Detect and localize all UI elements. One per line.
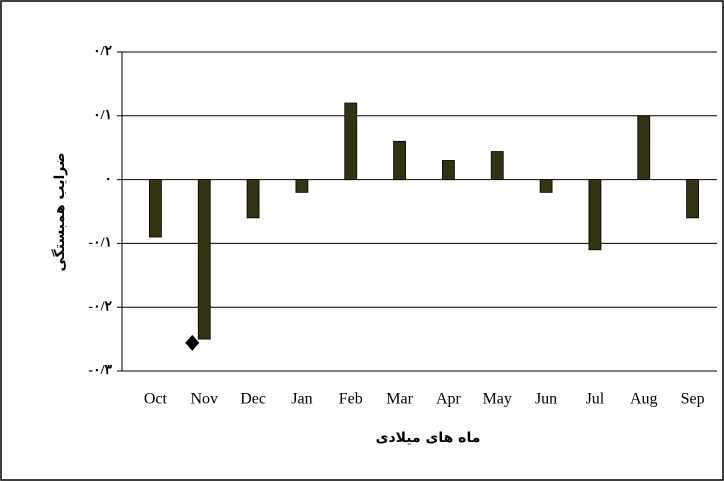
bar (588, 179, 602, 251)
x-axis-label: ماه های میلادی (376, 430, 481, 446)
y-tick-label: -۰/۱ (88, 236, 112, 251)
y-tick-label: ۰/۲ (93, 44, 112, 59)
y-tick-label: -۰/۲ (88, 299, 112, 314)
bar (393, 140, 406, 181)
bar (149, 179, 162, 238)
bar (539, 179, 553, 193)
significance-marker (185, 334, 200, 351)
x-tick-label: Apr (436, 391, 462, 408)
y-axis-label: ضرایب همبستگی (51, 152, 68, 271)
bar (442, 160, 455, 181)
bar (344, 102, 358, 180)
bar (490, 151, 504, 181)
x-tick-label: Jun (535, 391, 557, 408)
x-tick-label: Feb (339, 391, 363, 408)
y-tick-label: ۰ (104, 172, 112, 187)
bar (637, 115, 651, 181)
bar (295, 179, 309, 193)
bar (246, 179, 260, 219)
x-tick-label: Sep (681, 391, 705, 408)
x-tick-label: May (483, 391, 512, 408)
x-tick-label: Aug (630, 391, 658, 408)
bar (197, 179, 211, 340)
x-tick-label: Jul (586, 391, 605, 408)
x-tick-label: Jan (291, 391, 312, 408)
x-tick-label: Nov (190, 391, 218, 408)
y-tick-label: ۰/۱ (93, 108, 112, 123)
x-tick-label: Mar (386, 391, 413, 408)
bar (686, 179, 699, 219)
y-tick-label: -۰/۳ (88, 363, 112, 378)
x-tick-label: Dec (240, 391, 266, 408)
x-tick-label: Oct (144, 391, 168, 408)
